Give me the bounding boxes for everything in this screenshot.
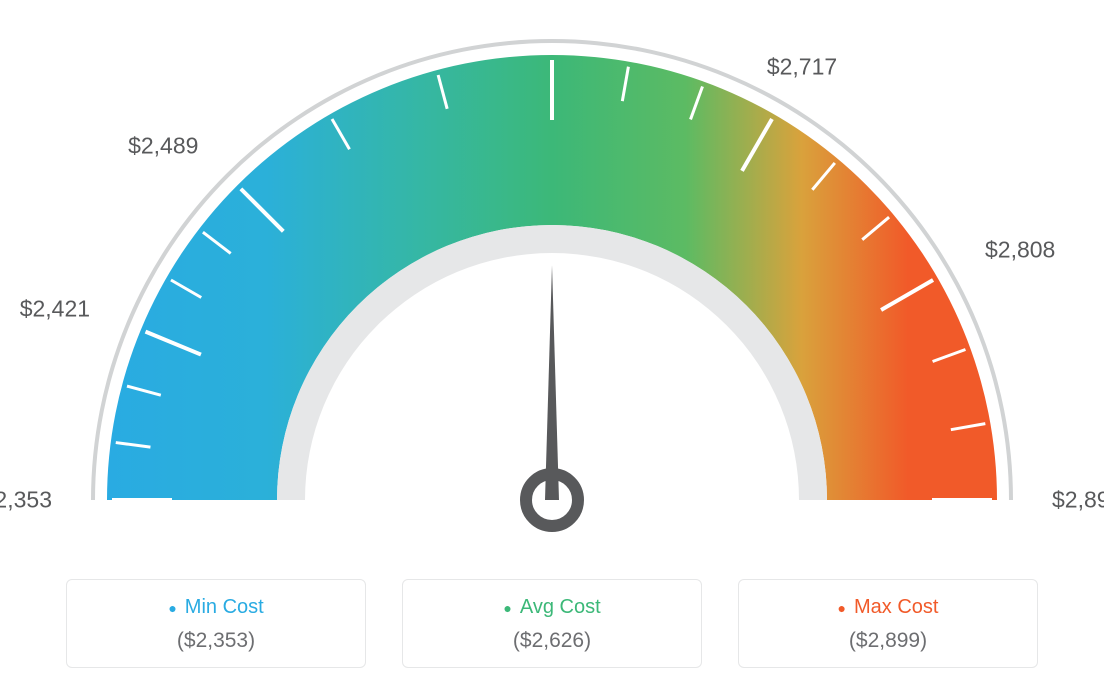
legend-card-min: Min Cost ($2,353): [66, 579, 366, 668]
scale-label: $2,808: [985, 237, 1055, 264]
legend-row: Min Cost ($2,353) Avg Cost ($2,626) Max …: [0, 579, 1104, 668]
legend-avg-label: Avg Cost: [413, 596, 691, 619]
legend-max-label: Max Cost: [749, 596, 1027, 619]
legend-min-label: Min Cost: [77, 596, 355, 619]
gauge-svg: [0, 0, 1104, 540]
scale-label: $2,353: [0, 487, 52, 514]
legend-card-avg: Avg Cost ($2,626): [402, 579, 702, 668]
legend-card-max: Max Cost ($2,899): [738, 579, 1038, 668]
legend-max-value: ($2,899): [749, 629, 1027, 653]
legend-min-value: ($2,353): [77, 629, 355, 653]
cost-gauge: $2,353$2,421$2,489$2,626$2,717$2,808$2,8…: [0, 0, 1104, 540]
scale-label: $2,717: [767, 53, 837, 80]
legend-avg-value: ($2,626): [413, 629, 691, 653]
scale-label: $2,421: [20, 295, 90, 322]
scale-label: $2,489: [128, 133, 198, 160]
scale-label: $2,899: [1052, 487, 1104, 514]
